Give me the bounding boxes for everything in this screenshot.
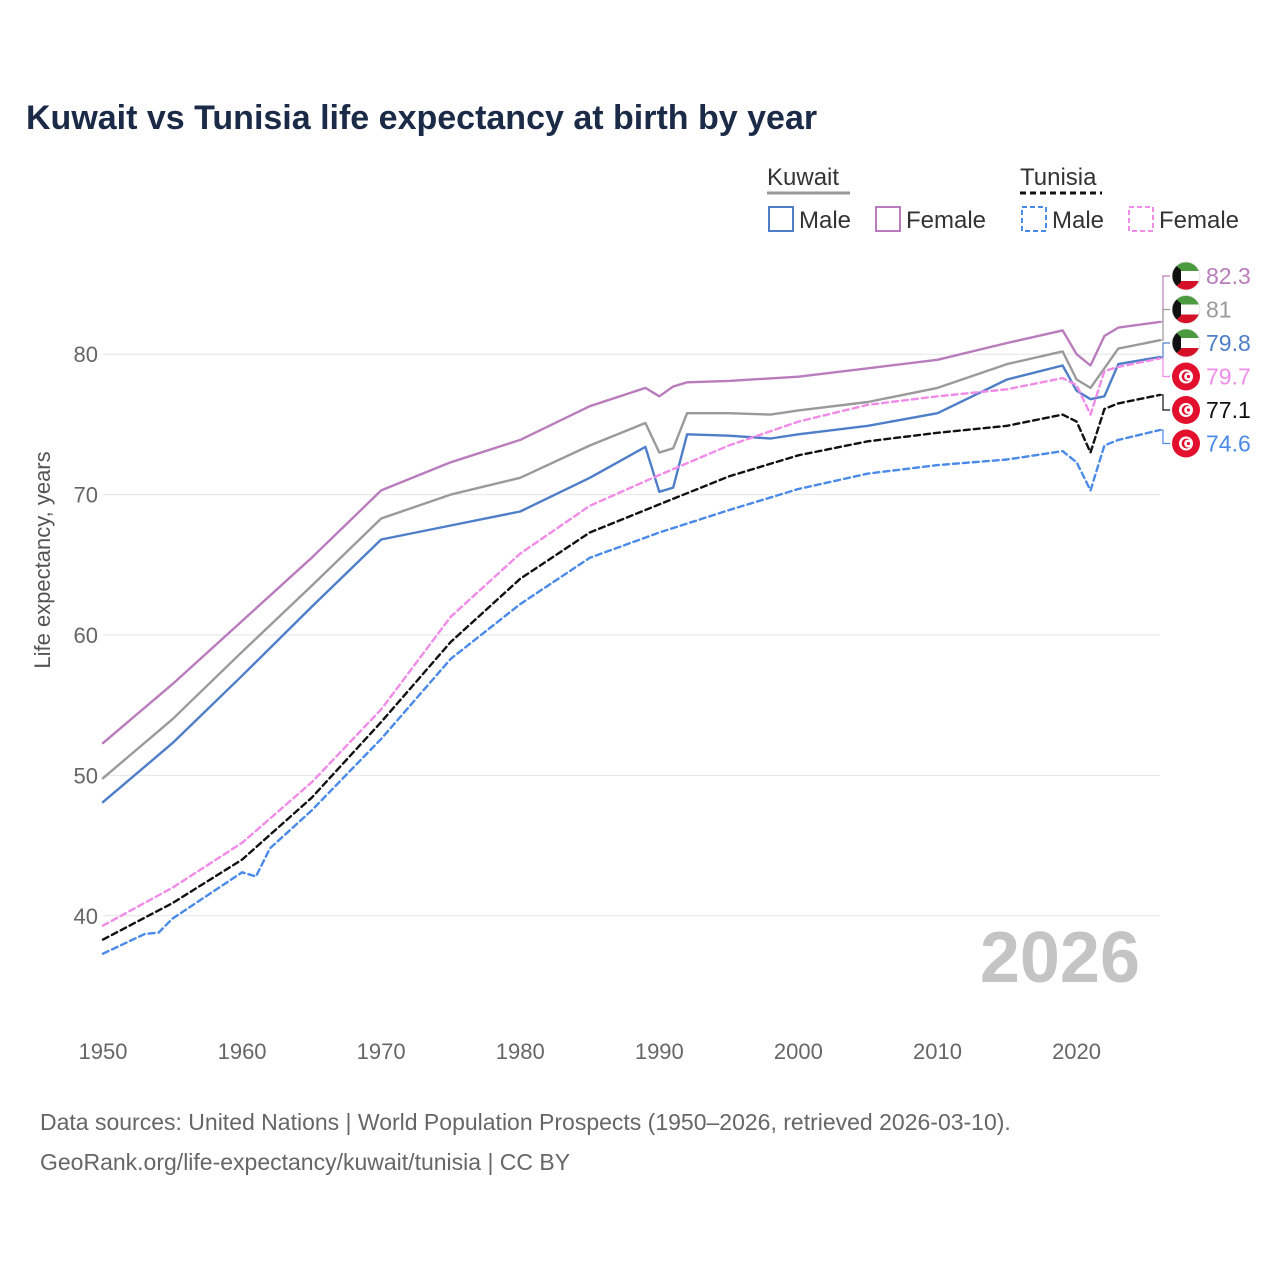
series-line-tunisia-female <box>101 357 1162 927</box>
gridlines <box>103 353 1160 917</box>
legend: Kuwait Tunisia Male Female Male Female <box>767 164 1239 234</box>
series-lines <box>101 320 1162 955</box>
end-label-connector <box>1160 357 1170 378</box>
end-label-tunisia-total: 77.1 <box>1206 397 1251 423</box>
end-label-connector <box>1160 275 1170 323</box>
tunisia-flag-icon <box>1172 429 1200 458</box>
x-tick-label: 1950 <box>79 1039 128 1064</box>
x-tick-label: 2010 <box>913 1039 962 1064</box>
legend-tunisia-female: Female <box>1159 207 1239 234</box>
legend-swatch-tunisia-female <box>1128 206 1154 232</box>
legend-swatch-kuwait-male <box>768 206 794 232</box>
x-tick-label: 2020 <box>1052 1039 1101 1064</box>
end-label-kuwait-total: 81 <box>1206 297 1232 323</box>
end-label-tunisia-male: 74.6 <box>1206 431 1251 457</box>
chart-title: Kuwait vs Tunisia life expectancy at bir… <box>26 99 817 137</box>
x-tick-label: 2000 <box>774 1039 823 1064</box>
legend-kuwait-female: Female <box>906 207 986 234</box>
legend-swatch-kuwait-female <box>875 206 901 232</box>
y-tick-label: 60 <box>74 623 98 648</box>
series-line-tunisia-total <box>101 393 1162 941</box>
y-tick-label: 80 <box>74 342 98 367</box>
kuwait-flag-icon <box>1171 328 1201 358</box>
legend-swatch-tunisia-male <box>1021 206 1047 232</box>
tunisia-flag-icon <box>1172 362 1200 391</box>
legend-tunisia-male: Male <box>1052 207 1104 234</box>
kuwait-flag-icon <box>1171 261 1201 291</box>
source-line-1: Data sources: United Nations | World Pop… <box>40 1109 1011 1135</box>
series-line-tunisia-male <box>101 428 1162 955</box>
y-tick-label: 40 <box>74 904 98 929</box>
x-tick-label: 1960 <box>218 1039 267 1064</box>
x-tick-label: 1980 <box>496 1039 545 1064</box>
legend-group-kuwait: Kuwait <box>767 164 839 191</box>
end-label-tunisia-female: 79.7 <box>1206 364 1251 390</box>
x-tick-label: 1970 <box>357 1039 406 1064</box>
x-tick-label: 1990 <box>635 1039 684 1064</box>
end-label-connector <box>1160 394 1170 411</box>
y-axis-label: Life expectancy, years <box>30 451 55 668</box>
end-label-connector <box>1160 429 1170 445</box>
tunisia-flag-icon <box>1172 396 1200 424</box>
kuwait-flag-icon <box>1171 295 1201 324</box>
series-line-kuwait-male <box>101 355 1162 804</box>
y-tick-label: 50 <box>74 763 98 788</box>
y-tick-label: 70 <box>74 483 98 508</box>
legend-kuwait-male: Male <box>799 207 851 234</box>
end-label-connector <box>1160 308 1170 341</box>
legend-group-tunisia: Tunisia <box>1020 164 1097 191</box>
end-label-kuwait-male: 79.8 <box>1206 330 1251 356</box>
series-line-kuwait-female <box>101 320 1162 745</box>
series-line-kuwait-total <box>101 339 1162 780</box>
end-labels: 82.3 81 79.8 79.7 77.1 74.6 <box>1160 261 1251 458</box>
year-watermark: 2026 <box>980 918 1140 998</box>
source-line-2: GeoRank.org/life-expectancy/kuwait/tunis… <box>40 1149 570 1175</box>
end-label-connector <box>1160 342 1170 358</box>
end-label-kuwait-female: 82.3 <box>1206 263 1251 289</box>
axis-ticks: 40 50 60 70 80 1950 1960 1970 1980 1990 2000 2010 20… <box>74 342 1102 1064</box>
